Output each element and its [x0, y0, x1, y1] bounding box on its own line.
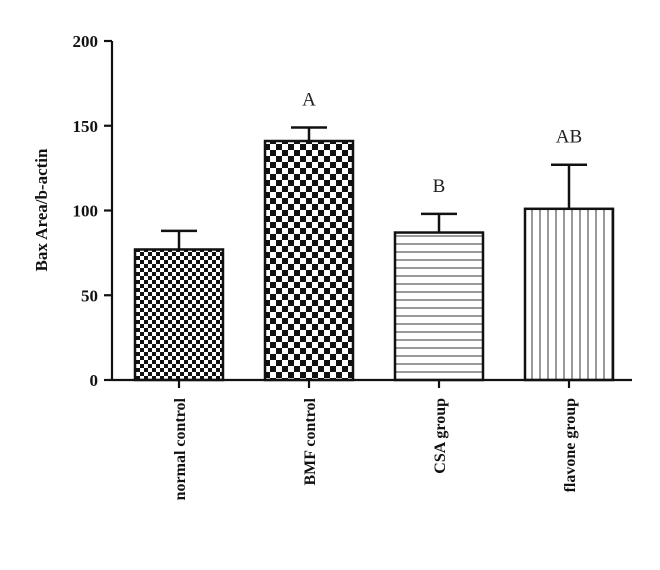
bar-csa-group: [393, 231, 485, 382]
bar-normal-control: [133, 248, 225, 382]
y-tick-label: 50: [81, 286, 98, 305]
bars: [133, 139, 615, 382]
significance-label: B: [433, 176, 446, 197]
x-axis: normal control BMF control CSA group flavon…: [112, 378, 632, 500]
y-tick-label: 200: [73, 32, 99, 51]
x-tick-label: CSA group: [432, 398, 449, 474]
y-axis-label: Bax Area/b-actin: [32, 148, 51, 271]
significance-label: AB: [556, 127, 582, 148]
y-tick-label: 150: [73, 117, 99, 136]
y-tick-label: 100: [73, 202, 99, 221]
bar-flavone-group: [523, 207, 615, 382]
y-tick-label: 0: [90, 371, 99, 390]
error-bars: [161, 126, 587, 250]
x-tick-label: normal control: [172, 397, 189, 500]
y-axis: 0 50 100 150 200: [73, 32, 114, 390]
x-tick-label: BMF control: [302, 397, 319, 485]
bar-bmf-control: [263, 139, 355, 382]
significance-label: A: [302, 89, 316, 110]
x-tick-label: flavone group: [562, 398, 579, 492]
